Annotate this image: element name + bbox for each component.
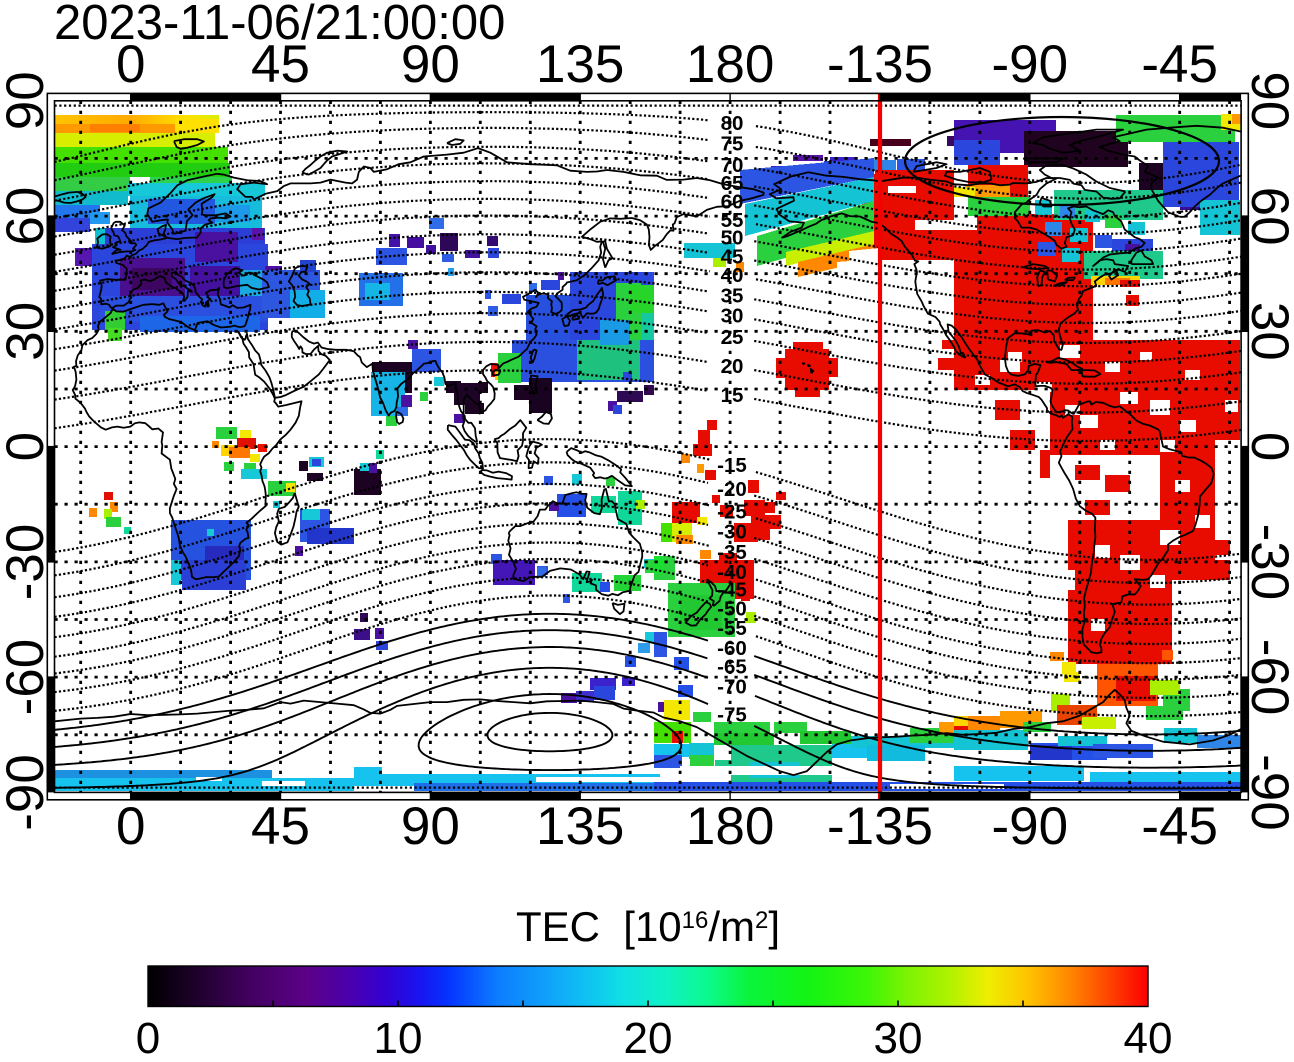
- svg-text:60: 60: [721, 191, 744, 214]
- svg-text:-60: -60: [1240, 639, 1294, 716]
- svg-text:20: 20: [624, 1014, 673, 1057]
- svg-text:60: 60: [1240, 187, 1294, 246]
- svg-text:-20: -20: [717, 478, 747, 501]
- svg-text:-70: -70: [717, 676, 747, 699]
- svg-text:-45: -45: [1141, 35, 1218, 94]
- svg-text:0: 0: [1240, 432, 1294, 461]
- svg-text:-65: -65: [717, 656, 747, 679]
- svg-text:30: 30: [874, 1014, 923, 1057]
- svg-text:135: 135: [536, 797, 624, 856]
- svg-text:180: 180: [686, 35, 774, 94]
- svg-text:30: 30: [1240, 302, 1294, 361]
- svg-text:-25: -25: [717, 500, 747, 523]
- svg-text:40: 40: [721, 264, 744, 287]
- svg-text:0: 0: [116, 797, 145, 856]
- svg-text:180: 180: [686, 797, 774, 856]
- svg-text:-30: -30: [1240, 524, 1294, 601]
- svg-text:-55: -55: [717, 617, 747, 640]
- svg-text:-90: -90: [991, 797, 1068, 856]
- svg-text:0: 0: [116, 35, 145, 94]
- svg-text:TEC [1016/m2]: TEC [1016/m2]: [516, 903, 780, 950]
- svg-text:-35: -35: [717, 541, 747, 564]
- svg-text:70: 70: [721, 154, 744, 177]
- svg-text:-135: -135: [827, 797, 933, 856]
- svg-text:-45: -45: [717, 578, 747, 601]
- svg-text:-30: -30: [717, 520, 747, 543]
- svg-text:15: 15: [721, 384, 744, 407]
- svg-text:2023-11-06/21:00:00: 2023-11-06/21:00:00: [54, 0, 505, 50]
- svg-text:-40: -40: [717, 561, 747, 584]
- svg-text:45: 45: [251, 35, 310, 94]
- svg-text:65: 65: [721, 172, 744, 195]
- svg-text:-60: -60: [0, 639, 55, 716]
- svg-text:-75: -75: [717, 704, 747, 727]
- svg-text:80: 80: [721, 112, 744, 135]
- svg-text:75: 75: [721, 132, 744, 155]
- svg-text:-60: -60: [717, 637, 747, 660]
- svg-text:-90: -90: [1240, 754, 1294, 831]
- svg-text:90: 90: [401, 35, 460, 94]
- svg-text:-50: -50: [717, 598, 747, 621]
- svg-text:-45: -45: [1141, 797, 1218, 856]
- svg-text:45: 45: [251, 797, 310, 856]
- svg-text:0: 0: [0, 432, 55, 461]
- svg-text:90: 90: [401, 797, 460, 856]
- svg-text:20: 20: [721, 355, 744, 378]
- svg-text:-30: -30: [0, 524, 55, 601]
- svg-text:30: 30: [721, 304, 744, 327]
- svg-text:30: 30: [0, 302, 55, 361]
- svg-text:-135: -135: [827, 35, 933, 94]
- svg-text:90: 90: [0, 71, 55, 130]
- svg-text:50: 50: [721, 226, 744, 249]
- svg-text:10: 10: [374, 1014, 423, 1057]
- svg-text:45: 45: [721, 246, 744, 269]
- svg-text:40: 40: [1124, 1014, 1173, 1057]
- svg-text:-90: -90: [0, 754, 55, 831]
- svg-text:60: 60: [0, 187, 55, 246]
- svg-text:35: 35: [721, 284, 744, 307]
- svg-text:-90: -90: [991, 35, 1068, 94]
- svg-text:0: 0: [136, 1014, 160, 1057]
- svg-text:90: 90: [1240, 71, 1294, 130]
- svg-text:135: 135: [536, 35, 624, 94]
- svg-text:55: 55: [721, 209, 744, 232]
- svg-text:25: 25: [721, 326, 744, 349]
- svg-text:-15: -15: [717, 454, 747, 477]
